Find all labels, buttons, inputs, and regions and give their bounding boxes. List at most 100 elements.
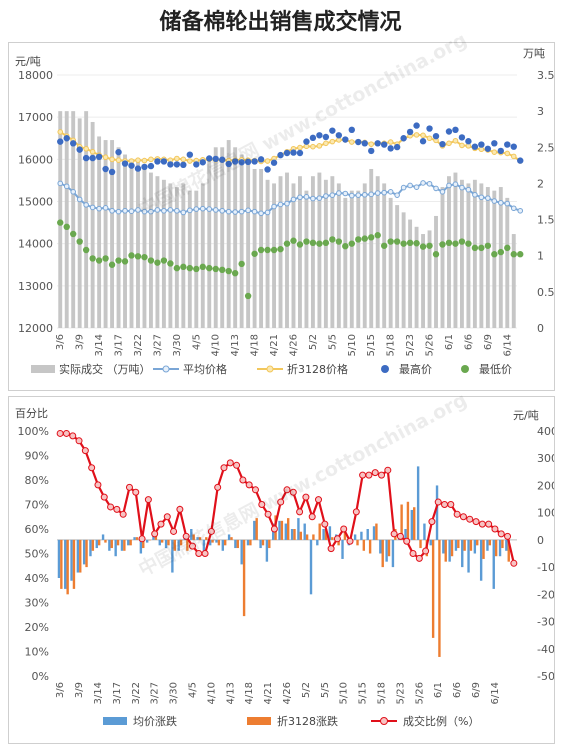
fold-change-bar bbox=[79, 539, 82, 573]
low-price-point bbox=[374, 232, 381, 239]
fold-change-bar bbox=[280, 520, 284, 540]
avg-price-point bbox=[361, 191, 368, 198]
volume-bar bbox=[187, 190, 192, 328]
volume-bar bbox=[375, 176, 380, 328]
volume-bar bbox=[77, 118, 82, 328]
ratio-point bbox=[157, 520, 165, 528]
chart-panel-top: 元/吨 万吨 12000 13000 14000 15000 16000 17000 18000… bbox=[8, 42, 555, 391]
x-tick-label: 5/15 bbox=[358, 682, 369, 704]
x-tick-label: 3/22 bbox=[131, 682, 142, 704]
volume-bar bbox=[427, 230, 432, 328]
fold-change-bar bbox=[287, 518, 290, 540]
low-price-point bbox=[89, 255, 96, 262]
avg-change-bar bbox=[278, 520, 281, 540]
fold-price-point bbox=[102, 154, 109, 161]
avg-price-point bbox=[180, 209, 187, 216]
legend-label: 最低价 bbox=[479, 363, 512, 376]
legend-label: 成交比例（%） bbox=[403, 714, 479, 728]
avg-price-point bbox=[472, 191, 478, 198]
y-tick-label-left: 40% bbox=[25, 572, 49, 585]
legend-label: 折3128价格 bbox=[287, 362, 348, 376]
x-tick-label: 5/15 bbox=[366, 334, 377, 356]
y-tick-label-left: 60% bbox=[25, 523, 49, 536]
avg-change-bar bbox=[190, 529, 193, 540]
fold-change-bar bbox=[419, 539, 422, 549]
legend-label: 最高价 bbox=[399, 362, 432, 376]
high-price-point bbox=[121, 160, 129, 167]
low-price-point bbox=[173, 264, 181, 272]
fold-change-bar bbox=[305, 534, 309, 540]
avg-price-point bbox=[167, 207, 174, 213]
volume-bar bbox=[174, 187, 179, 328]
avg-change-bar bbox=[127, 539, 130, 546]
low-price-point bbox=[219, 266, 226, 274]
high-price-point bbox=[387, 145, 394, 152]
x-tick-label: 4/21 bbox=[263, 682, 274, 704]
avg-price-point bbox=[199, 205, 206, 212]
high-price-point bbox=[108, 168, 116, 176]
volume-bar bbox=[142, 168, 147, 328]
volume-bar bbox=[466, 183, 471, 328]
low-price-point bbox=[387, 238, 394, 245]
ratio-point bbox=[327, 545, 335, 553]
low-price-point bbox=[154, 259, 161, 266]
avg-change-bar bbox=[303, 523, 306, 540]
avg-change-bar bbox=[114, 539, 117, 557]
y-axis-right-unit: 元/吨 bbox=[513, 409, 539, 422]
avg-price-point bbox=[57, 180, 64, 187]
avg-price-point bbox=[510, 205, 517, 212]
y-tick-label-left: 15000 bbox=[18, 196, 53, 209]
avg-change-bar bbox=[240, 539, 243, 565]
high-price-point bbox=[244, 158, 252, 166]
fold-change-bar bbox=[167, 539, 170, 546]
volume-bar bbox=[304, 190, 309, 328]
x-tick-label: 5/10 bbox=[339, 682, 350, 704]
x-tick-label: 6/14 bbox=[490, 682, 501, 704]
fold-price-line bbox=[59, 131, 521, 163]
high-price-point bbox=[167, 161, 174, 168]
y-tick-label-right: 1 bbox=[537, 250, 544, 263]
fold-change-bar bbox=[179, 539, 183, 546]
volume-bar bbox=[362, 183, 367, 328]
low-price-point bbox=[426, 242, 433, 249]
ratio-point bbox=[138, 535, 146, 543]
y-tick-label-right: -100 bbox=[537, 561, 554, 574]
fold-price-point bbox=[452, 137, 459, 144]
y-tick-label-left: 80% bbox=[25, 474, 49, 487]
low-price-point bbox=[458, 238, 466, 245]
avg-price-point bbox=[504, 200, 511, 207]
y-tick-label-right: 200 bbox=[537, 479, 554, 492]
low-price-point bbox=[147, 257, 155, 264]
low-price-point bbox=[82, 246, 90, 254]
high-price-point bbox=[322, 133, 330, 141]
ratio-point bbox=[233, 461, 241, 469]
ratio-point bbox=[277, 498, 285, 506]
avg-change-bar bbox=[221, 539, 224, 551]
volume-bar bbox=[239, 154, 244, 328]
high-price-point bbox=[270, 159, 278, 166]
ratio-point bbox=[434, 498, 442, 506]
avg-change-bar bbox=[379, 539, 382, 554]
chart-title: 储备棉轮出销售成交情况 bbox=[159, 9, 402, 35]
fold-price-point bbox=[368, 141, 375, 147]
avg-price-point bbox=[154, 207, 161, 213]
x-tick-label: 3/9 bbox=[74, 682, 85, 698]
high-price-point bbox=[413, 122, 420, 129]
avg-change-bar bbox=[158, 539, 161, 546]
avg-price-point bbox=[485, 195, 491, 201]
avg-change-bar bbox=[133, 537, 136, 540]
ratio-point bbox=[56, 429, 64, 437]
high-price-point bbox=[76, 146, 83, 153]
ratio-point bbox=[144, 496, 152, 504]
volume-bar bbox=[434, 215, 438, 328]
ratio-point bbox=[182, 532, 190, 540]
ratio-point bbox=[365, 471, 373, 479]
ratio-point bbox=[195, 550, 203, 557]
avg-price-point bbox=[102, 205, 109, 211]
volume-bar bbox=[136, 161, 140, 328]
low-price-point bbox=[225, 267, 232, 275]
fold-change-bar bbox=[198, 537, 202, 540]
fold-change-bar bbox=[494, 539, 498, 557]
low-price-point bbox=[393, 238, 401, 245]
volume-bar bbox=[90, 121, 95, 328]
